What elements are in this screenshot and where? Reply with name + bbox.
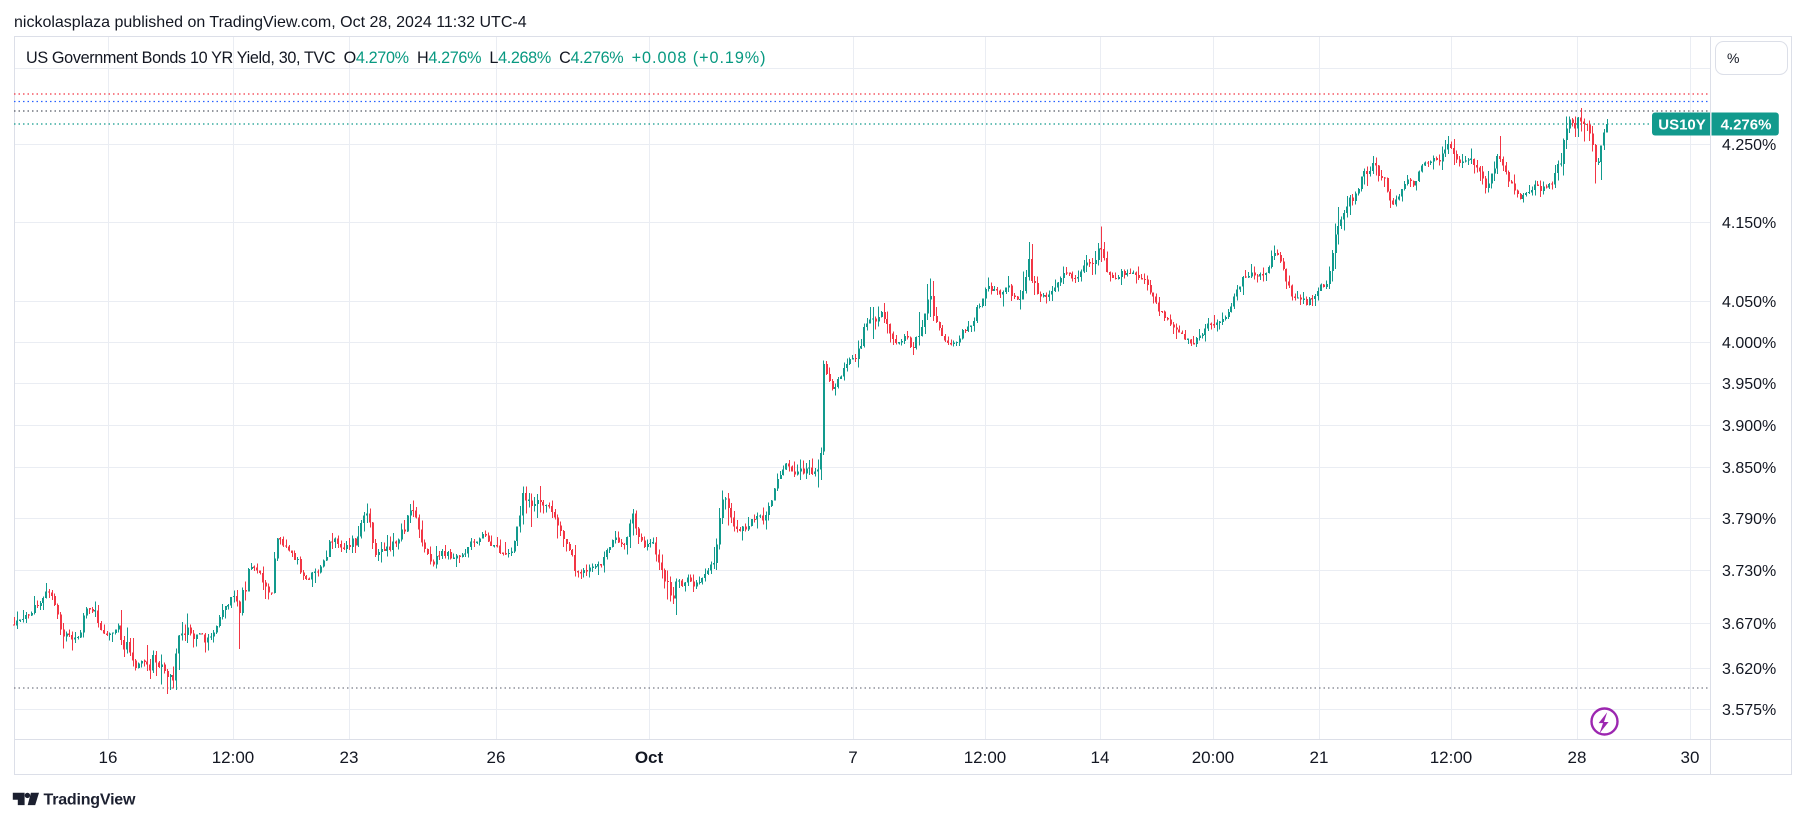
svg-text:4.276%: 4.276% — [1721, 117, 1772, 134]
svg-text:23: 23 — [340, 748, 359, 767]
svg-text:28: 28 — [1568, 748, 1587, 767]
svg-text:US Government Bonds 10 YR Yiel: US Government Bonds 10 YR Yield, 30, TVC… — [26, 49, 766, 67]
svg-text:3.850%: 3.850% — [1722, 460, 1776, 477]
svg-text:12:00: 12:00 — [212, 748, 255, 767]
svg-text:12:00: 12:00 — [964, 748, 1007, 767]
svg-text:30: 30 — [1681, 748, 1700, 767]
svg-text:4.000%: 4.000% — [1722, 335, 1776, 352]
svg-text:4.250%: 4.250% — [1722, 137, 1776, 154]
svg-text:26: 26 — [487, 748, 506, 767]
svg-text:3.575%: 3.575% — [1722, 702, 1776, 719]
svg-text:4.150%: 4.150% — [1722, 215, 1776, 232]
svg-text:4.050%: 4.050% — [1722, 294, 1776, 311]
svg-text:nickolasplaza published on Tra: nickolasplaza published on TradingView.c… — [14, 14, 527, 31]
svg-text:21: 21 — [1310, 748, 1329, 767]
svg-text:%: % — [1727, 50, 1739, 66]
svg-text:3.730%: 3.730% — [1722, 563, 1776, 580]
svg-text:14: 14 — [1091, 748, 1110, 767]
svg-text:Oct: Oct — [635, 748, 664, 767]
svg-text:3.950%: 3.950% — [1722, 376, 1776, 393]
svg-text:3.670%: 3.670% — [1722, 616, 1776, 633]
svg-text:7: 7 — [848, 748, 857, 767]
svg-text:16: 16 — [99, 748, 118, 767]
svg-text:12:00: 12:00 — [1430, 748, 1473, 767]
svg-text:3.790%: 3.790% — [1722, 511, 1776, 528]
svg-text:20:00: 20:00 — [1192, 748, 1235, 767]
svg-text:TradingView: TradingView — [44, 792, 137, 809]
svg-text:3.900%: 3.900% — [1722, 418, 1776, 435]
svg-text:US10Y: US10Y — [1658, 117, 1706, 134]
svg-text:3.620%: 3.620% — [1722, 661, 1776, 678]
